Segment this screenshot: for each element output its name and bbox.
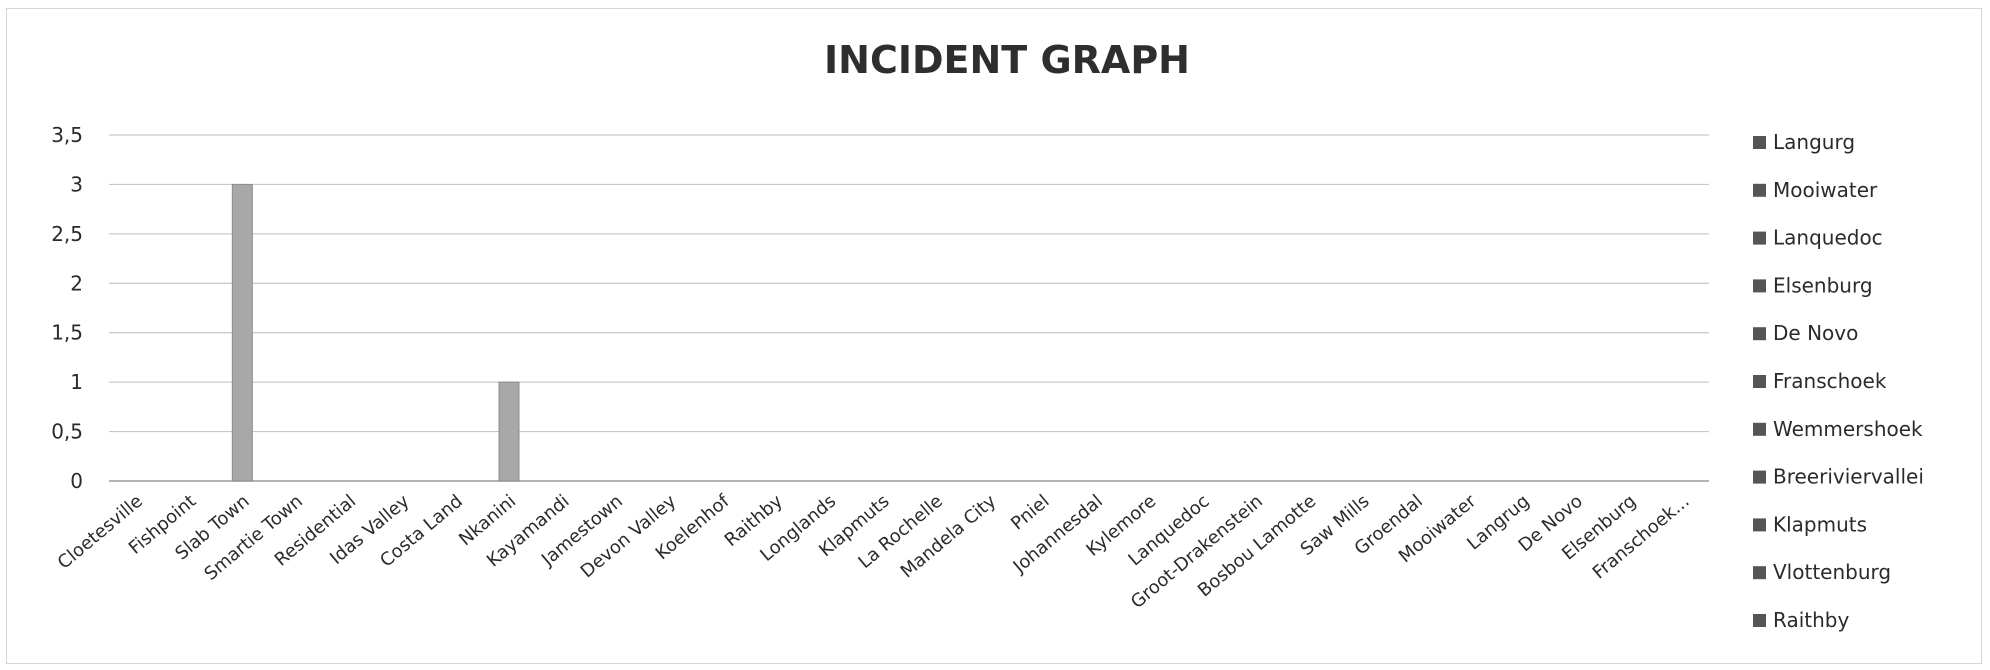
y-tick-label: 2,5 [51,222,83,246]
legend-label: Vlottenburg [1773,560,1891,584]
y-tick-label: 0 [70,469,83,493]
legend-label: Lanquedoc [1773,226,1883,250]
chart-frame: INCIDENT GRAPH 0 0,5 1 1,5 2 2,5 3 3,5 Cloetesv… [6,8,1982,664]
y-axis-ticks: 0 0,5 1 1,5 2 2,5 3 3,5 [51,123,83,493]
y-tick-label: 0,5 [51,420,83,444]
x-tick-label: Cloetesville [54,491,147,574]
incident-chart: INCIDENT GRAPH 0 0,5 1 1,5 2 2,5 3 3,5 Cloetesv… [51,38,1924,632]
bars [231,183,520,482]
y-tick-label: 2 [70,271,83,295]
legend-label: De Novo [1773,321,1858,345]
legend-label: Wemmershoek [1773,417,1923,441]
legend-marker [1753,518,1766,532]
legend-label: Mooiwater [1773,178,1878,202]
legend-marker [1753,614,1766,627]
legend-label: Breeriviervallei [1773,465,1924,489]
legend-marker [1753,566,1766,580]
bar [498,381,520,482]
gridlines [109,134,1709,482]
y-tick-label: 3,5 [51,123,83,147]
chart-title: INCIDENT GRAPH [824,38,1190,82]
legend-marker [1753,470,1766,484]
legend-label: Klapmuts [1773,512,1867,536]
x-tick-label: Mandela City [897,491,1001,583]
legend-marker [1753,375,1766,388]
y-tick-label: 1 [70,370,83,394]
legend-marker [1753,279,1766,293]
legend-marker [1753,231,1766,245]
legend-label: Elsenburg [1773,273,1873,297]
legend-marker [1753,183,1766,197]
x-tick-label: Franschoek... [1589,491,1694,584]
legend: Langurg Mooiwater Lanquedoc Elsenburg De Nov… [1753,130,1924,632]
y-tick-label: 1,5 [51,321,83,345]
legend-label: Langurg [1773,130,1855,154]
legend-marker [1753,422,1766,436]
legend-marker [1753,136,1766,149]
bar [231,183,253,482]
legend-marker [1753,327,1766,341]
legend-label: Franschoek [1773,369,1887,393]
x-tick-label: Pniel [1007,491,1053,535]
y-tick-label: 3 [70,172,83,196]
legend-label: Raithby [1773,608,1849,632]
